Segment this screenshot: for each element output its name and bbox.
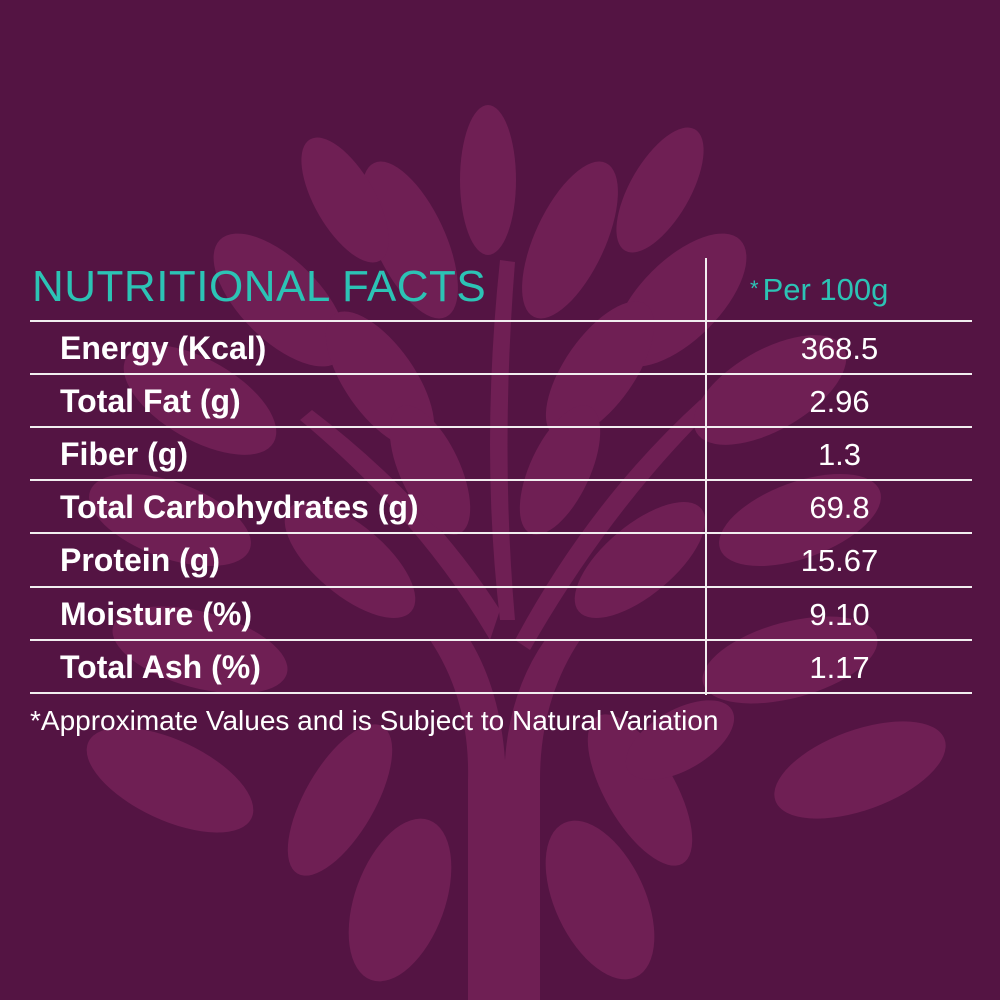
table-divider (30, 426, 972, 428)
column-divider (705, 258, 707, 695)
row-label: Energy (Kcal) (60, 330, 267, 366)
nutrition-title: NUTRITIONAL FACTS (32, 262, 487, 311)
table-divider (30, 479, 972, 481)
row-label: Total Carbohydrates (g) (60, 489, 419, 525)
row-label: Moisture (%) (60, 596, 252, 632)
table-divider (30, 639, 972, 641)
table-row: Total Fat (g) 2.96 (0, 375, 1000, 428)
row-value: 1.17 (809, 650, 870, 685)
row-value: 1.3 (817, 437, 862, 472)
row-label: Total Ash (%) (60, 649, 261, 685)
per-serving-text: Per 100g (762, 272, 889, 307)
row-label: Total Fat (g) (60, 383, 241, 419)
table-divider (30, 373, 972, 375)
table-divider (30, 320, 972, 322)
row-value: 368.5 (800, 331, 879, 366)
row-value: 15.67 (800, 543, 879, 578)
table-row: Moisture (%) 9.10 (0, 588, 1000, 641)
per-serving-label: * Per 100g (750, 272, 888, 308)
table-divider (30, 586, 972, 588)
row-label: Fiber (g) (60, 436, 188, 472)
row-label: Protein (g) (60, 542, 220, 578)
footnote: *Approximate Values and is Subject to Na… (30, 705, 719, 736)
row-value: 2.96 (809, 384, 870, 419)
table-row: Total Carbohydrates (g) 69.8 (0, 481, 1000, 534)
table-row: Energy (Kcal) 368.5 (0, 322, 1000, 375)
table-divider (30, 532, 972, 534)
asterisk-marker: * (750, 276, 759, 301)
table-row: Total Ash (%) 1.17 (0, 641, 1000, 694)
row-value: 69.8 (809, 490, 870, 525)
row-value: 9.10 (809, 597, 870, 632)
table-row: Fiber (g) 1.3 (0, 428, 1000, 481)
table-divider (30, 692, 972, 694)
table-row: Protein (g) 15.67 (0, 534, 1000, 587)
